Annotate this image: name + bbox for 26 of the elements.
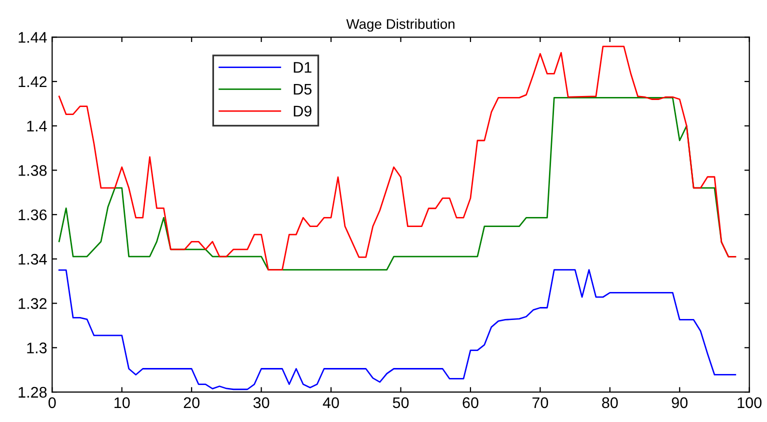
y-tick-label: 1.32 (18, 298, 47, 309)
y-tick-label: 1.34 (18, 254, 47, 265)
x-tick-label: 100 (738, 397, 762, 408)
legend-label: D9 (294, 106, 312, 117)
x-tick-label: 70 (532, 397, 548, 408)
x-tick-label: 30 (253, 397, 270, 408)
x-tick-label: 80 (602, 397, 618, 408)
y-tick-label: 1.28 (18, 386, 47, 398)
x-tick-label: 60 (462, 397, 478, 408)
line-series (58, 46, 736, 271)
x-tick-label: 50 (392, 397, 409, 408)
y-tick-label: 1.4 (27, 120, 47, 132)
y-tick-label: 1.44 (18, 32, 47, 43)
legend-label: D1 (294, 62, 312, 73)
line-series (58, 269, 736, 390)
x-tick-label: 10 (114, 397, 130, 408)
x-tick-label: 0 (48, 397, 56, 408)
x-tick-label: 20 (184, 397, 200, 408)
legend-label: D5 (294, 84, 312, 95)
x-tick-label: 90 (672, 397, 688, 408)
chart-title: Wage Distribution (346, 18, 454, 32)
y-tick-label: 1.42 (18, 76, 47, 88)
y-tick-label: 1.36 (18, 209, 47, 220)
y-tick-label: 1.3 (27, 342, 47, 354)
x-tick-label: 40 (322, 397, 339, 408)
y-tick-label: 1.38 (18, 165, 47, 176)
